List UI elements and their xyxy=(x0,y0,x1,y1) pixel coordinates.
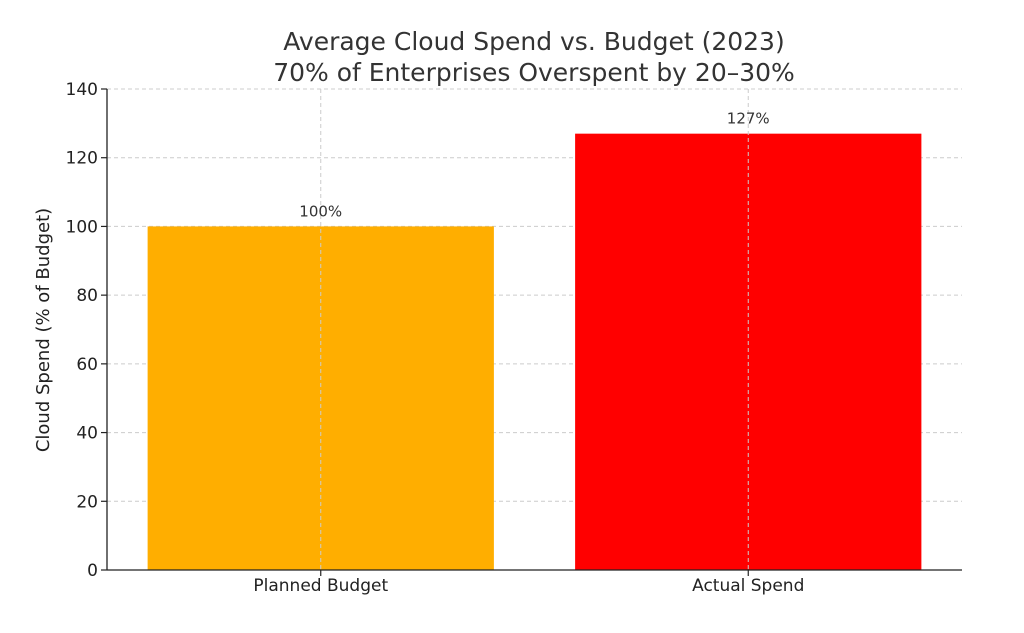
y-tick-label: 20 xyxy=(76,492,98,512)
bars xyxy=(147,89,922,570)
y-axis-label: Cloud Spend (% of Budget) xyxy=(33,208,54,452)
y-tick-label: 60 xyxy=(76,355,98,375)
y-tick-label: 0 xyxy=(87,561,98,581)
y-tick-label: 120 xyxy=(66,149,98,169)
chart-title: Average Cloud Spend vs. Budget (2023) xyxy=(283,27,784,56)
x-tick-label: Planned Budget xyxy=(253,576,388,596)
chart-subtitle: 70% of Enterprises Overspent by 20–30% xyxy=(273,58,795,87)
data-labels: 100% 127% xyxy=(299,110,769,221)
y-tick-label: 40 xyxy=(76,424,98,444)
y-tick-label: 100 xyxy=(66,217,98,237)
bar-value-label: 127% xyxy=(727,110,770,128)
bar-value-label: 100% xyxy=(299,202,342,220)
axes: 0 20 40 60 80 100 120 140 Planned Budget Actual S… xyxy=(66,80,962,596)
y-tick-label: 140 xyxy=(66,80,98,100)
x-tick-label: Actual Spend xyxy=(692,576,804,596)
y-tick-label: 80 xyxy=(76,286,98,306)
